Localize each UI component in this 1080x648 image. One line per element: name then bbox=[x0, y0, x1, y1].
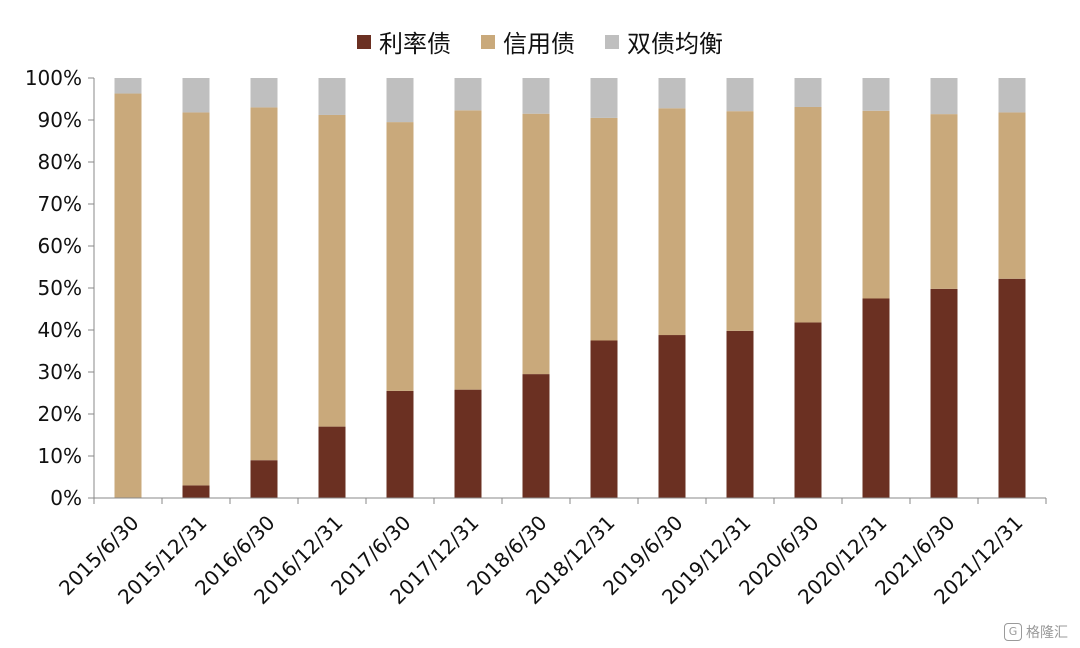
bar-segment-3 bbox=[386, 78, 414, 123]
bar-segment-1 bbox=[726, 330, 754, 498]
bar-segment-1 bbox=[998, 278, 1026, 498]
y-tick-label: 70% bbox=[38, 192, 82, 216]
bar-segment-2 bbox=[590, 117, 618, 341]
bar-segment-2 bbox=[862, 110, 890, 299]
bar-segment-1 bbox=[386, 390, 414, 498]
bar-segment-3 bbox=[998, 78, 1026, 113]
bar-segment-3 bbox=[590, 78, 618, 118]
watermark-logo-icon: G bbox=[1004, 623, 1022, 641]
chart-legend: 利率债 信用债 双债均衡 bbox=[0, 24, 1080, 59]
bar-segment-2 bbox=[930, 114, 958, 289]
watermark-text: 格隆汇 bbox=[1026, 625, 1068, 641]
legend-label-balanced-bond: 双债均衡 bbox=[627, 30, 723, 58]
bar-segment-1 bbox=[182, 485, 210, 498]
bar-segment-3 bbox=[182, 78, 210, 113]
legend-item-rate-bond: 利率债 bbox=[357, 24, 451, 59]
y-tick-label: 50% bbox=[38, 276, 82, 300]
bar-segment-1 bbox=[794, 322, 822, 498]
bar-segment-2 bbox=[386, 122, 414, 391]
watermark: G 格隆汇 bbox=[1004, 622, 1068, 642]
bar-segment-3 bbox=[930, 78, 958, 115]
bar-segment-1 bbox=[658, 335, 686, 498]
legend-swatch-balanced-bond bbox=[605, 34, 619, 49]
y-tick-label: 80% bbox=[38, 150, 82, 174]
bar-segment-2 bbox=[182, 112, 210, 486]
bar-segment-2 bbox=[250, 107, 278, 461]
bar-segment-3 bbox=[250, 78, 278, 108]
bar-segment-2 bbox=[998, 112, 1026, 279]
y-tick-label: 20% bbox=[38, 402, 82, 426]
legend-label-rate-bond: 利率债 bbox=[379, 30, 451, 58]
legend-item-balanced-bond: 双债均衡 bbox=[605, 24, 723, 59]
bar-segment-3 bbox=[658, 78, 686, 109]
bar-segment-3 bbox=[794, 78, 822, 107]
legend-item-credit-bond: 信用债 bbox=[481, 24, 575, 59]
bar-segment-2 bbox=[454, 110, 482, 390]
bar-segment-3 bbox=[318, 78, 346, 115]
bar-segment-1 bbox=[862, 298, 890, 498]
y-tick-label: 30% bbox=[38, 360, 82, 384]
legend-swatch-rate-bond bbox=[357, 34, 371, 49]
bar-segment-3 bbox=[862, 78, 890, 111]
y-tick-label: 0% bbox=[50, 486, 82, 510]
bar-segment-2 bbox=[726, 111, 754, 331]
bar-segment-2 bbox=[794, 106, 822, 323]
bar-segment-2 bbox=[658, 108, 686, 336]
bar-segment-3 bbox=[114, 78, 142, 94]
bar-segment-2 bbox=[114, 93, 142, 498]
bar-segment-1 bbox=[454, 389, 482, 498]
bar-segment-3 bbox=[454, 78, 482, 111]
y-tick-label: 90% bbox=[38, 108, 82, 132]
y-tick-label: 60% bbox=[38, 234, 82, 258]
legend-swatch-credit-bond bbox=[481, 34, 495, 49]
bar-segment-1 bbox=[250, 460, 278, 498]
bar-segment-3 bbox=[522, 78, 550, 114]
y-tick-label: 40% bbox=[38, 318, 82, 342]
bar-segment-1 bbox=[930, 288, 958, 498]
bar-segment-1 bbox=[318, 426, 346, 498]
y-tick-label: 100% bbox=[25, 66, 82, 90]
y-tick-label: 10% bbox=[38, 444, 82, 468]
bar-segment-2 bbox=[318, 114, 346, 427]
bar-segment-1 bbox=[590, 340, 618, 498]
bar-segment-1 bbox=[522, 374, 550, 498]
legend-label-credit-bond: 信用债 bbox=[503, 30, 575, 58]
bar-segment-2 bbox=[522, 113, 550, 375]
bar-segment-3 bbox=[726, 78, 754, 112]
